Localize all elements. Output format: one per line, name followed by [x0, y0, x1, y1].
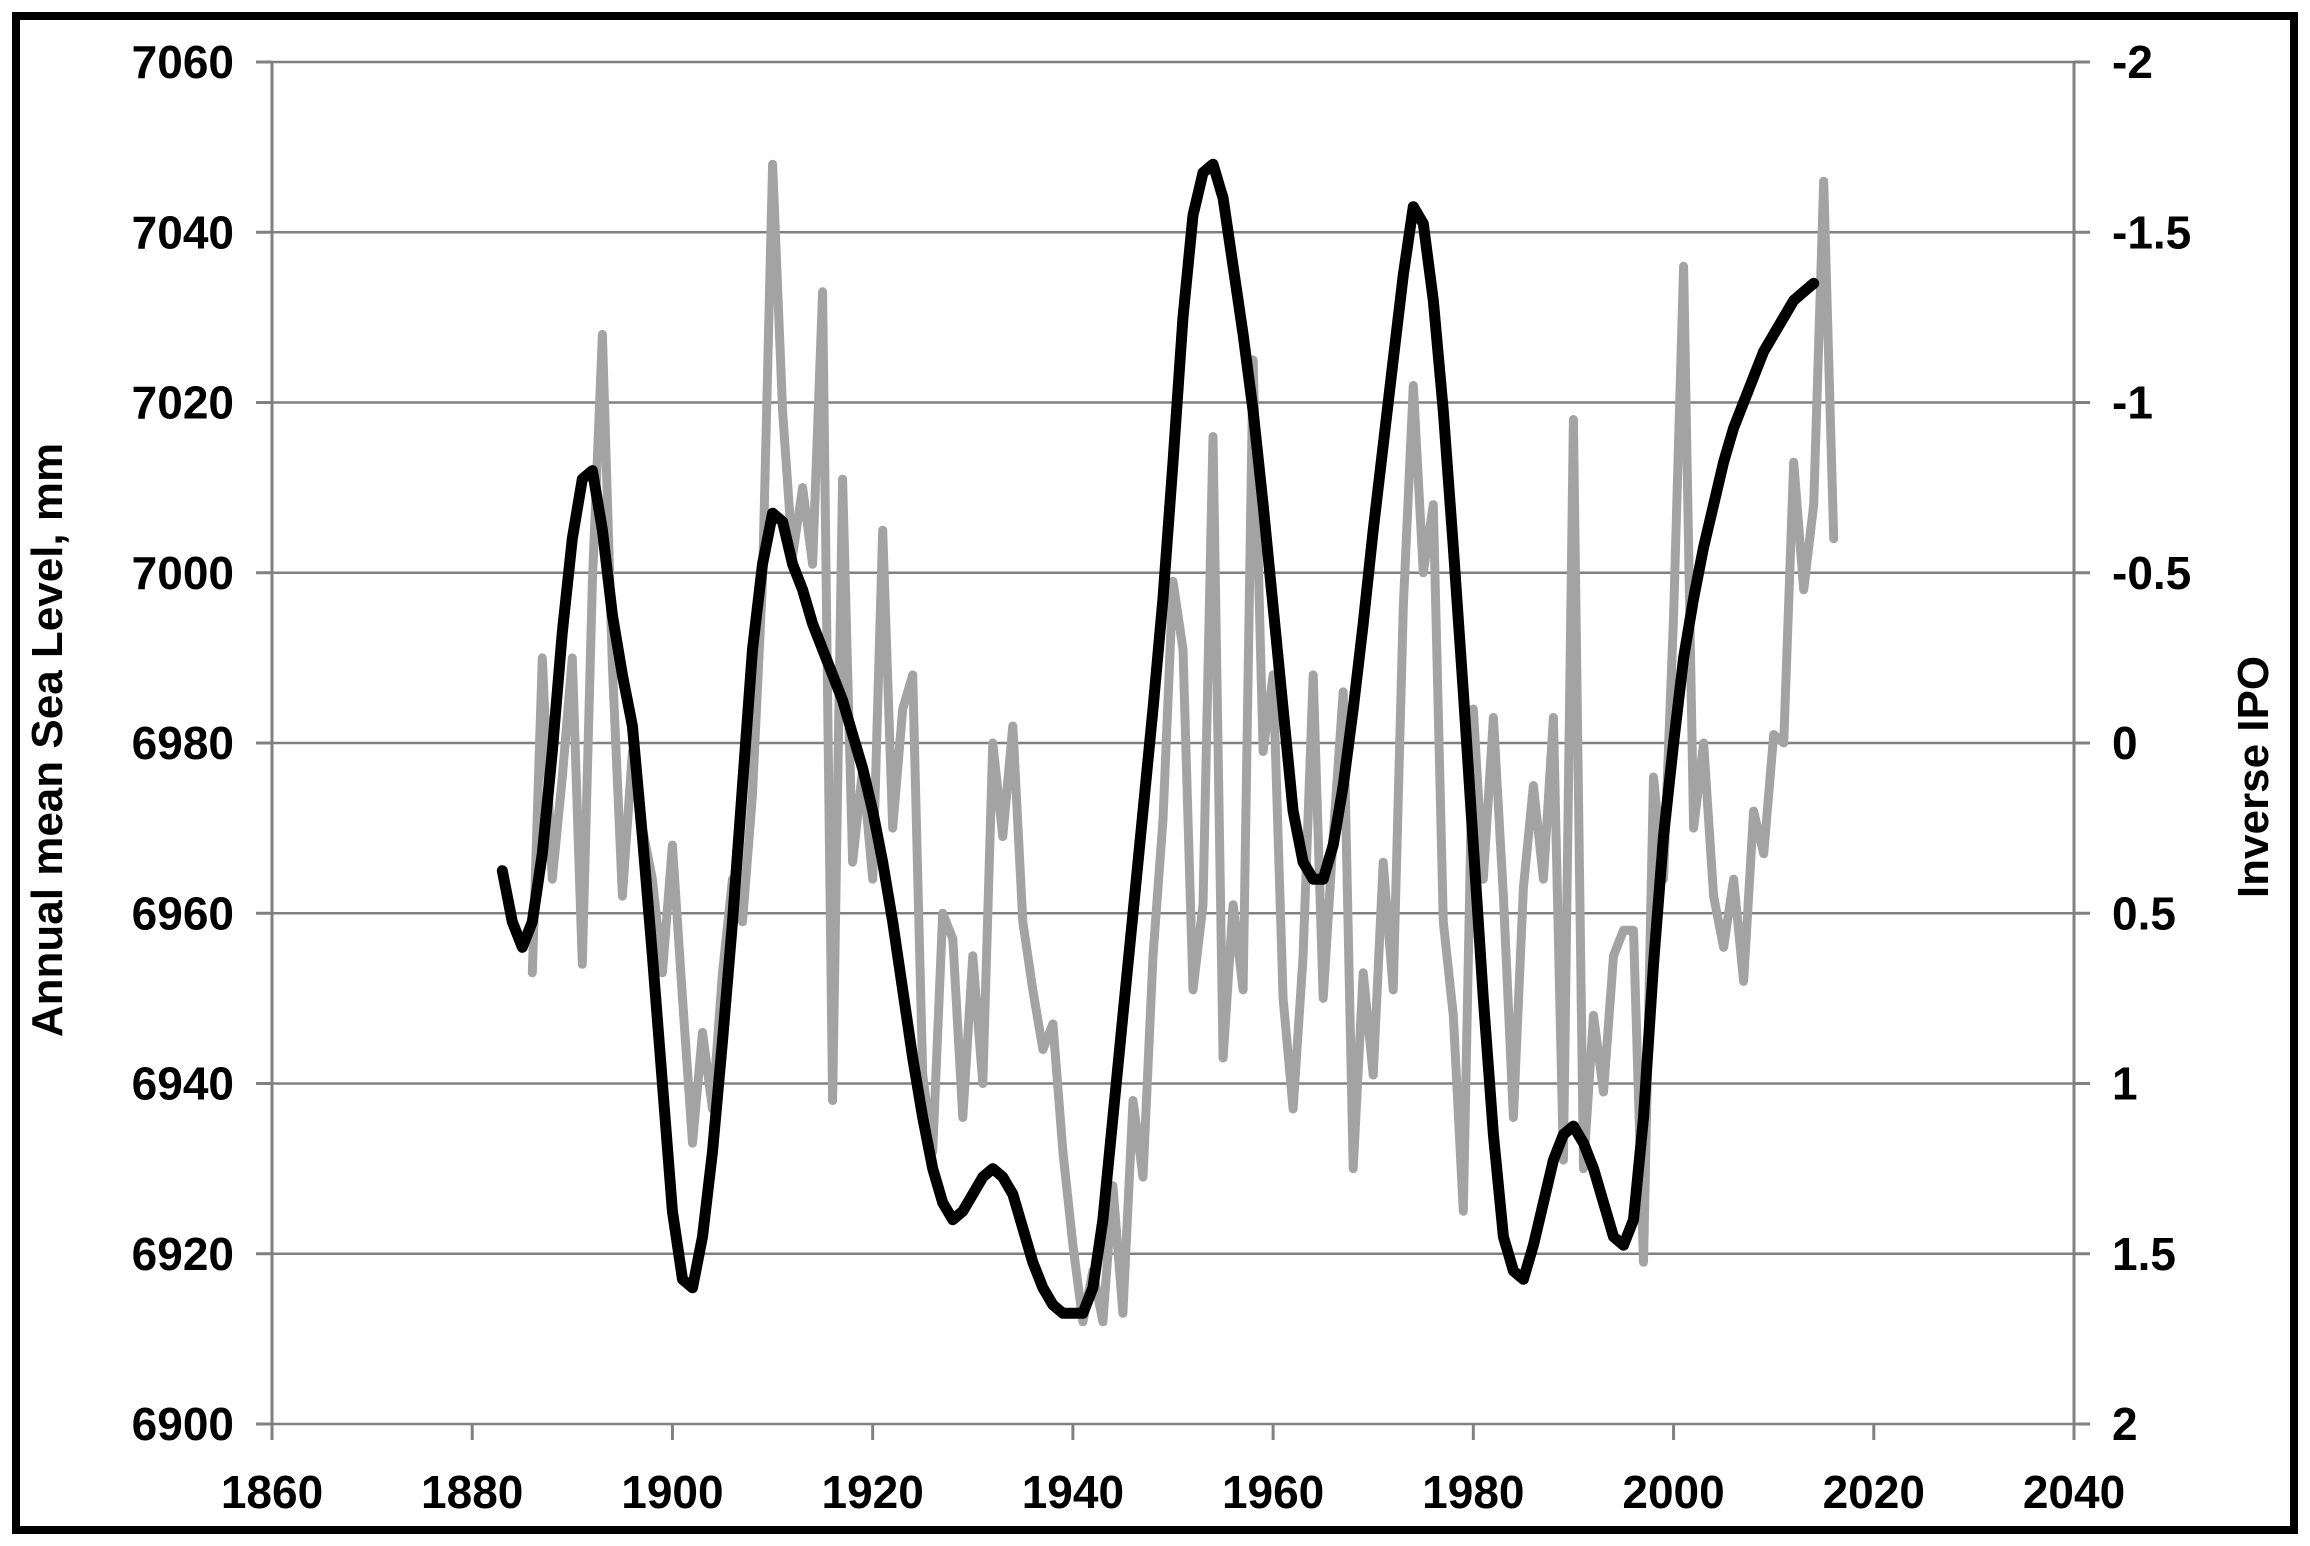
x-tick-label-1860: 1860 [221, 1466, 323, 1518]
series-inverse-ipo-smoothed--line [496, 158, 1820, 1319]
y-right-tick-label--1.5: -1.5 [2112, 206, 2191, 258]
y-left-tick-label-7060: 7060 [132, 36, 234, 88]
y-left-tick-label-7000: 7000 [132, 547, 234, 599]
y-left-tick-label-6980: 6980 [132, 717, 234, 769]
y-left-tick-label-7020: 7020 [132, 377, 234, 429]
x-tick-label-1920: 1920 [821, 1466, 923, 1518]
y-right-tick-label--0.5: -0.5 [2112, 547, 2191, 599]
y-right-tick-label--2: -2 [2112, 36, 2153, 88]
y-right-tick-label-0.5: 0.5 [2112, 887, 2176, 939]
y-left-tick-label-6960: 6960 [132, 887, 234, 939]
x-tick-label-2020: 2020 [1823, 1466, 1925, 1518]
figure-border-frame [12, 12, 2298, 1534]
y-left-tick-label-6940: 6940 [132, 1058, 234, 1110]
y-left-tick-label-7040: 7040 [132, 206, 234, 258]
y-right-tick-label-1: 1 [2112, 1058, 2138, 1110]
x-tick-label-1940: 1940 [1022, 1466, 1124, 1518]
x-tick-label-1960: 1960 [1222, 1466, 1324, 1518]
x-tick-label-1980: 1980 [1422, 1466, 1524, 1518]
y-left-tick-label-6920: 6920 [132, 1228, 234, 1280]
y-right-tick-label--1: -1 [2112, 377, 2153, 429]
y-right-tick-label-0: 0 [2112, 717, 2138, 769]
x-tick-label-1900: 1900 [621, 1466, 723, 1518]
y-right-tick-label-2: 2 [2112, 1398, 2138, 1450]
x-tick-label-2000: 2000 [1622, 1466, 1724, 1518]
x-tick-label-2040: 2040 [2023, 1466, 2125, 1518]
series-annual-mean-sea-level-line [527, 159, 1839, 1327]
y-right-tick-label-1.5: 1.5 [2112, 1228, 2176, 1280]
y-left-tick-label-6900: 6900 [132, 1398, 234, 1450]
x-tick-label-1880: 1880 [421, 1466, 523, 1518]
